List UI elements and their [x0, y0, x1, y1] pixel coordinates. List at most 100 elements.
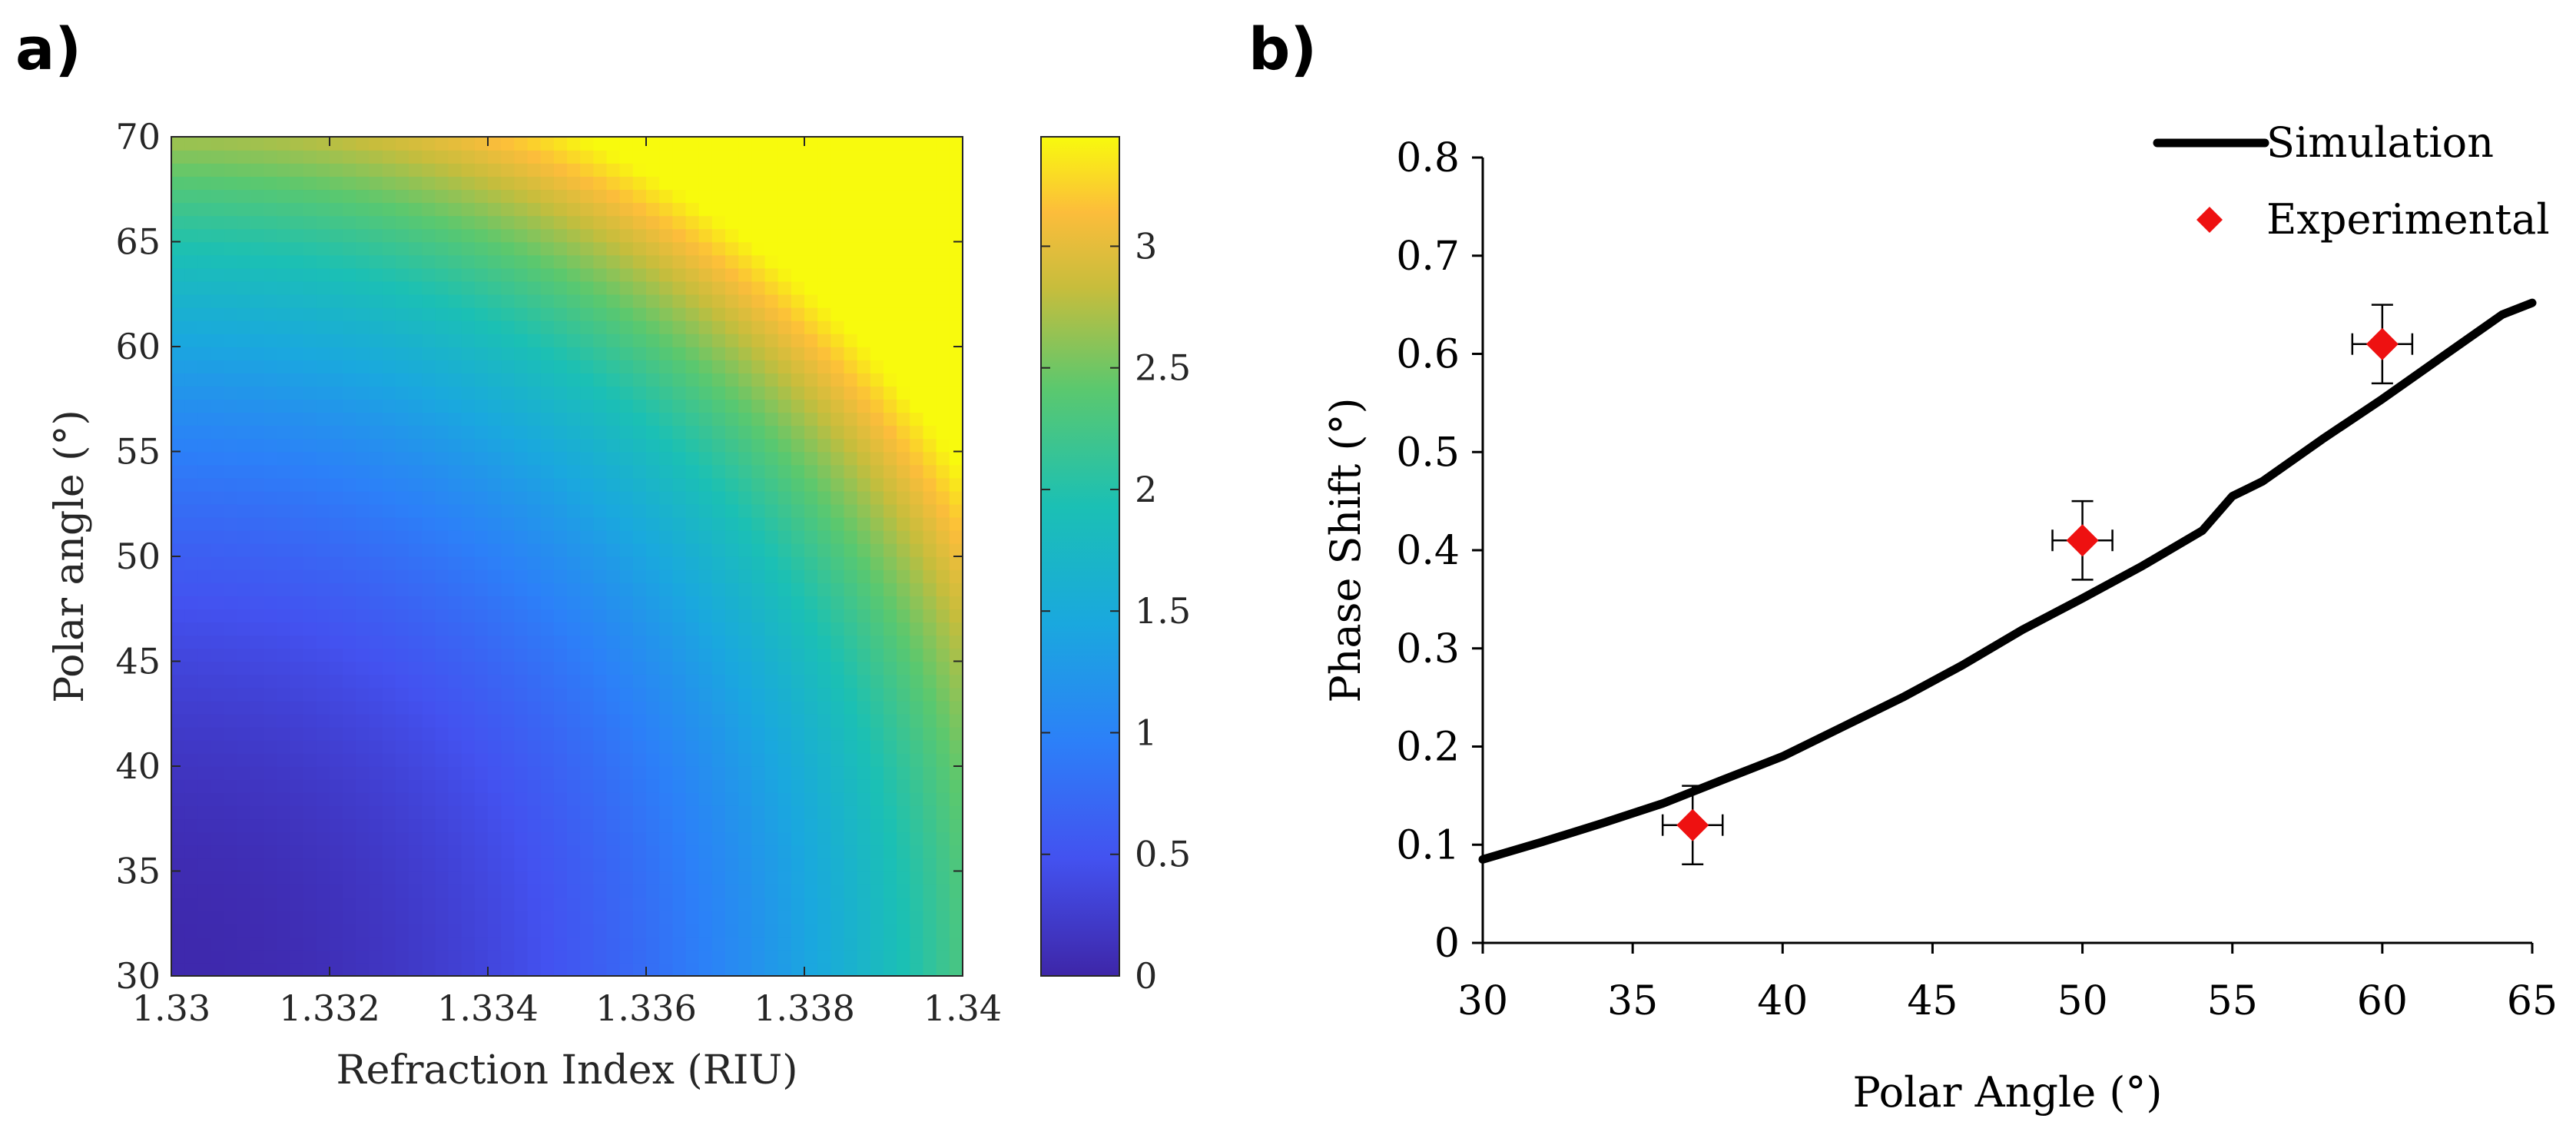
- heatmap-cell: [830, 884, 845, 898]
- heatmap-cell: [567, 490, 581, 505]
- heatmap-cell: [277, 386, 291, 400]
- heatmap-cell: [711, 529, 726, 544]
- heatmap-cell: [659, 622, 674, 636]
- heatmap-cell: [606, 516, 621, 531]
- heatmap-cell: [540, 858, 555, 872]
- heatmap-cell: [791, 845, 805, 859]
- heatmap-cell: [250, 713, 264, 728]
- heatmap-cell: [936, 360, 950, 373]
- heatmap-cell: [619, 635, 634, 649]
- heatmap-cell: [870, 752, 884, 767]
- heatmap-cell: [184, 150, 199, 164]
- heatmap-cell: [910, 176, 924, 191]
- heatmap-cell: [936, 648, 950, 662]
- heatmap-cell: [409, 831, 423, 846]
- heatmap-cell: [303, 713, 317, 728]
- heatmap-cell: [738, 556, 753, 570]
- heatmap-cell: [448, 661, 462, 675]
- heatmap-cell: [211, 176, 225, 191]
- heatmap-cell: [685, 949, 700, 964]
- heatmap-cell: [343, 884, 357, 898]
- heatmap-cell: [751, 333, 766, 347]
- heatmap-cell: [474, 137, 489, 151]
- heatmap-cell: [593, 307, 608, 321]
- heatmap-cell: [343, 176, 357, 191]
- heatmap-cell: [264, 897, 278, 911]
- heatmap-cell: [435, 910, 449, 924]
- heatmap-cell: [857, 792, 871, 806]
- heatmap-cell: [211, 923, 225, 938]
- heatmap-cell: [382, 609, 396, 623]
- heatmap-cell: [343, 818, 357, 833]
- heatmap-cell: [817, 766, 832, 780]
- heatmap-cell: [501, 582, 516, 596]
- heatmap-cell: [580, 936, 595, 951]
- heatmap-cell: [646, 189, 660, 204]
- heatmap-cell: [224, 386, 238, 400]
- heatmap-cell: [567, 818, 581, 833]
- heatmap-cell: [632, 137, 647, 151]
- heatmap-cell: [501, 425, 516, 440]
- heatmap-cell: [395, 766, 409, 780]
- heatmap-cell: [277, 490, 291, 505]
- heatmap-cell: [725, 516, 739, 531]
- heatmap-cell: [224, 818, 238, 833]
- heatmap-cell: [369, 137, 383, 151]
- heatmap-cell: [237, 425, 251, 440]
- heatmap-cell: [488, 477, 502, 492]
- heatmap-cell: [461, 661, 476, 675]
- heatmap-cell: [303, 897, 317, 911]
- heatmap-cell: [725, 150, 739, 164]
- heatmap-cell: [184, 845, 199, 859]
- heatmap-cell: [672, 254, 687, 269]
- heatmap-cell: [224, 254, 238, 269]
- heatmap-cell: [395, 805, 409, 820]
- heatmap-cell: [277, 897, 291, 911]
- heatmap-cell: [791, 399, 805, 413]
- heatmap-cell: [237, 792, 251, 806]
- heatmap-cell: [250, 936, 264, 951]
- heatmap-cell: [606, 582, 621, 596]
- heatmap-cell: [395, 477, 409, 492]
- heatmap-cell: [910, 280, 924, 295]
- heatmap-cell: [395, 713, 409, 728]
- heatmap-cell: [422, 280, 436, 295]
- heatmap-cell: [409, 648, 423, 662]
- heatmap-cell: [764, 373, 779, 387]
- heatmap-cell: [567, 884, 581, 898]
- heatmap-cell: [884, 831, 897, 846]
- heatmap-cell: [685, 451, 700, 466]
- heatmap-cell: [474, 818, 489, 833]
- heatmap-cell: [804, 858, 818, 872]
- heatmap-cell: [646, 609, 660, 623]
- heatmap-cell: [382, 779, 396, 793]
- heatmap-cell: [593, 215, 608, 230]
- heatmap-cell: [277, 648, 291, 662]
- heatmap-cell: [369, 529, 383, 544]
- heatmap-cell: [738, 569, 753, 583]
- heatmap-cell: [501, 516, 516, 531]
- heatmap-cell: [593, 425, 608, 440]
- heatmap-cell: [804, 360, 818, 373]
- heatmap-cell: [593, 451, 608, 466]
- heatmap-cell: [448, 818, 462, 833]
- heatmap-cell: [672, 176, 687, 191]
- heatmap-cell: [474, 845, 489, 859]
- heatmap-cell: [184, 739, 199, 754]
- heatmap-cell: [897, 687, 911, 702]
- heatmap-cell: [567, 622, 581, 636]
- colorbar-tick-label: 2: [1135, 469, 1157, 510]
- heatmap-cell: [751, 189, 766, 204]
- heatmap-cell: [290, 451, 304, 466]
- heatmap-cell: [540, 661, 555, 675]
- heatmap-cell: [488, 923, 502, 938]
- heatmap-cell: [343, 241, 357, 256]
- heatmap-cell: [330, 739, 343, 754]
- heatmap-cell: [777, 529, 792, 544]
- heatmap-cell: [791, 582, 805, 596]
- heatmap-cell: [474, 700, 489, 715]
- heatmap-cell: [725, 464, 739, 479]
- heatmap-cell: [567, 399, 581, 413]
- heatmap-cell: [474, 399, 489, 413]
- heatmap-cell: [343, 700, 357, 715]
